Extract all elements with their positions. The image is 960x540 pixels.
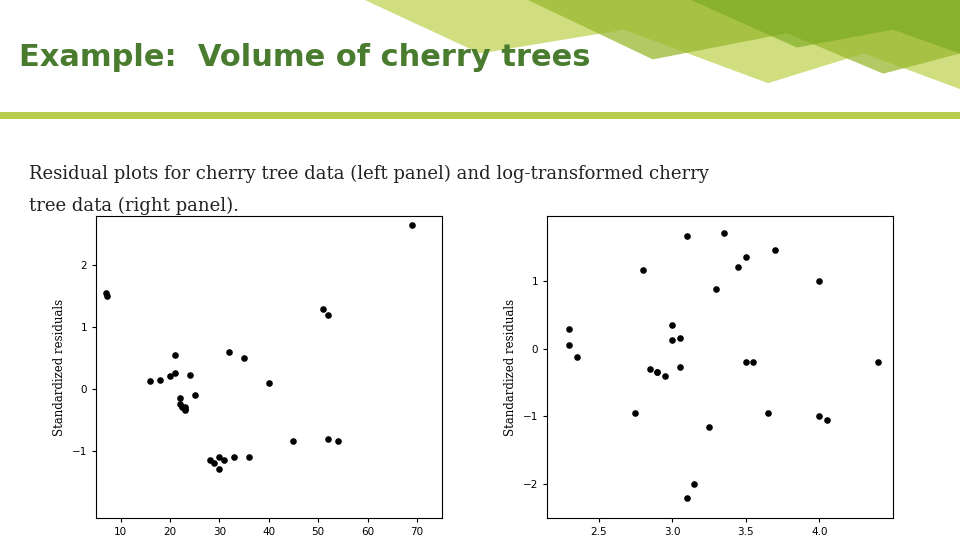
Polygon shape — [365, 0, 960, 89]
Bar — [0, 112, 960, 119]
Point — [178, 403, 193, 411]
Point — [227, 453, 242, 461]
Point — [167, 369, 182, 377]
Point — [143, 377, 158, 386]
Point — [286, 437, 301, 445]
Point — [672, 334, 687, 343]
Point — [100, 292, 115, 301]
Point — [731, 262, 746, 271]
Text: tree data (right panel).: tree data (right panel). — [29, 197, 239, 215]
Point — [153, 375, 168, 384]
Point — [636, 266, 651, 275]
Point — [167, 350, 182, 359]
Point — [562, 325, 577, 334]
Point — [217, 455, 232, 464]
Point — [686, 480, 702, 489]
Point — [811, 412, 827, 421]
Point — [664, 335, 680, 344]
Point — [664, 320, 680, 329]
Point — [316, 304, 331, 313]
Polygon shape — [691, 0, 960, 53]
Point — [628, 409, 643, 417]
Point — [178, 404, 193, 413]
Point — [642, 364, 658, 373]
Point — [162, 372, 178, 381]
Point — [738, 358, 754, 367]
Point — [212, 453, 228, 461]
Point — [650, 368, 665, 376]
Point — [321, 435, 336, 444]
Y-axis label: Standardized residuals: Standardized residuals — [53, 299, 66, 436]
Point — [321, 310, 336, 319]
Point — [212, 465, 228, 474]
Point — [202, 455, 217, 464]
Point — [172, 394, 187, 402]
Point — [650, 368, 665, 376]
Point — [811, 276, 827, 285]
Point — [172, 400, 187, 409]
Point — [658, 372, 673, 380]
Point — [236, 354, 252, 362]
Point — [708, 285, 724, 293]
Point — [672, 362, 687, 371]
Point — [261, 379, 276, 387]
Point — [222, 347, 237, 356]
Point — [569, 352, 585, 361]
Point — [206, 458, 222, 467]
Point — [241, 453, 256, 461]
Text: Example:  Volume of cherry trees: Example: Volume of cherry trees — [19, 43, 590, 71]
Text: Residual plots for cherry tree data (left panel) and log-transformed cherry: Residual plots for cherry tree data (lef… — [29, 165, 708, 183]
Point — [745, 358, 760, 367]
Point — [819, 416, 834, 424]
Point — [716, 228, 732, 237]
Point — [738, 253, 754, 261]
Point — [178, 406, 193, 415]
Point — [871, 358, 886, 367]
Point — [98, 289, 113, 298]
Point — [187, 390, 203, 399]
Point — [175, 403, 190, 411]
Y-axis label: Standardized residuals: Standardized residuals — [504, 299, 517, 436]
Point — [330, 437, 346, 445]
Point — [562, 341, 577, 349]
Point — [767, 246, 782, 254]
Point — [404, 221, 420, 230]
Point — [680, 494, 695, 502]
Polygon shape — [528, 0, 960, 73]
Point — [702, 422, 717, 431]
Point — [182, 371, 198, 380]
Point — [680, 232, 695, 241]
Point — [760, 409, 776, 417]
